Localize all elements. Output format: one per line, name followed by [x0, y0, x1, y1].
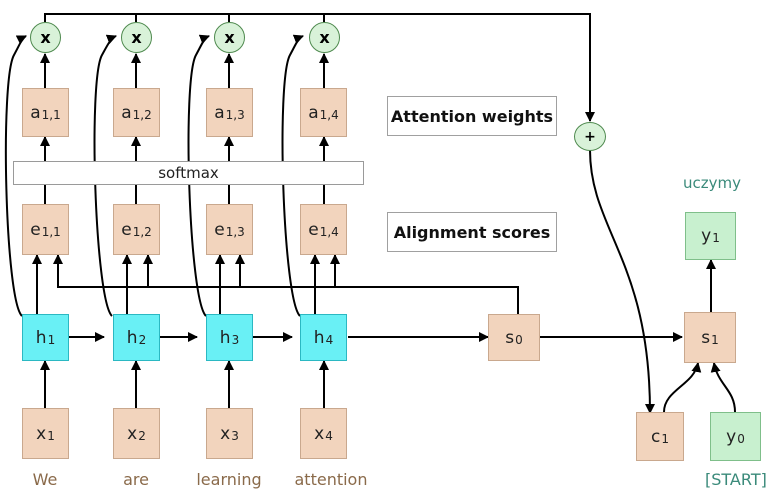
- sum-node: +: [574, 122, 606, 151]
- attention-weights-label: Attention weights: [387, 96, 557, 136]
- score-node-e12: e 1,2: [113, 204, 160, 255]
- weight-node-a11: a 1,1: [22, 88, 69, 137]
- score-node-e14: e 1,4: [300, 204, 347, 255]
- output-word: uczymy: [683, 174, 741, 192]
- score-node-e13: e 1,3: [206, 204, 253, 255]
- score-node-e11: e 1,1: [22, 204, 69, 255]
- start-token-label: [START]: [705, 470, 767, 489]
- word-are: are: [123, 470, 149, 489]
- word-we: We: [32, 470, 58, 489]
- word-learning: learning: [196, 470, 262, 489]
- weight-node-a12: a 1,2: [113, 88, 160, 137]
- word-attention: attention: [294, 470, 368, 489]
- multiply-node-4: x: [309, 22, 340, 53]
- multiply-node-3: x: [214, 22, 245, 53]
- softmax-layer: softmax: [13, 161, 364, 185]
- multiply-node-1: x: [30, 22, 61, 53]
- weight-node-a14: a 1,4: [300, 88, 347, 137]
- alignment-scores-label: Alignment scores: [387, 212, 557, 252]
- multiply-node-2: x: [121, 22, 152, 53]
- weight-node-a13: a 1,3: [206, 88, 253, 137]
